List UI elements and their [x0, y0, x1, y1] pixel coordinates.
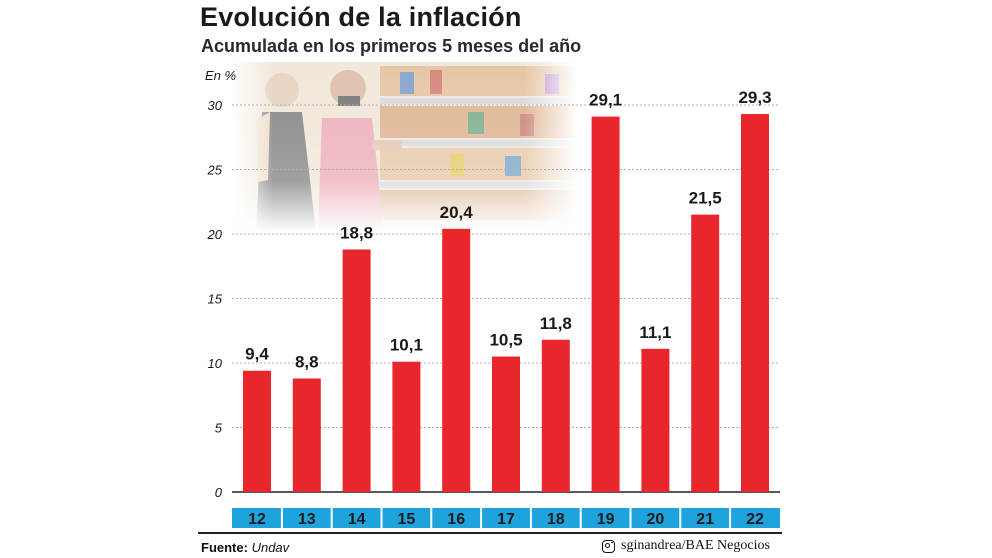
data-label-17: 10,5 [489, 331, 522, 350]
x-tick-label-22: 22 [746, 511, 764, 528]
bar-20 [641, 348, 670, 492]
x-tick-label-15: 15 [398, 511, 416, 528]
y-tick-label: 0 [215, 485, 223, 500]
y-tick-label: 5 [215, 421, 223, 436]
x-tick-label-18: 18 [547, 511, 565, 528]
x-tick-label-14: 14 [348, 511, 366, 528]
bar-21 [691, 214, 720, 492]
data-label-21: 21,5 [689, 189, 722, 208]
bar-13 [292, 378, 321, 492]
chart-title: Evolución de la inflación [200, 2, 522, 32]
x-tick-label-21: 21 [696, 511, 714, 528]
y-tick-label: 15 [208, 292, 223, 307]
source-note: Fuente: Undav [201, 540, 289, 555]
x-tick-label-17: 17 [497, 511, 515, 528]
supermarket-photo [232, 62, 577, 232]
bar-17 [492, 356, 520, 492]
y-tick-label: 30 [208, 98, 223, 113]
credit-text: sginandrea/BAE Negocios [621, 538, 770, 553]
bar-19 [591, 116, 620, 493]
bar-16 [442, 228, 471, 492]
footer-divider [198, 532, 782, 534]
data-label-14: 18,8 [340, 223, 373, 242]
bar-12 [243, 370, 271, 492]
data-label-16: 20,4 [440, 203, 474, 222]
data-label-22: 29,3 [738, 88, 771, 107]
bar-18 [541, 339, 570, 492]
y-tick-label: 10 [208, 356, 223, 371]
data-label-12: 9,4 [245, 345, 269, 364]
x-tick-label-13: 13 [298, 511, 316, 528]
bar-14 [342, 249, 371, 492]
data-label-19: 29,1 [589, 91, 622, 110]
x-tick-label-16: 16 [447, 511, 465, 528]
data-label-15: 10,1 [390, 336, 423, 355]
instagram-icon [602, 539, 615, 553]
x-tick-label-20: 20 [647, 511, 665, 528]
category-band [232, 508, 780, 528]
data-label-18: 11,8 [540, 314, 572, 333]
source-value: Undav [251, 540, 290, 555]
y-axis-label: En % [205, 68, 236, 83]
y-tick-label: 20 [207, 227, 223, 242]
chart-subtitle: Acumulada en los primeros 5 meses del añ… [201, 36, 582, 56]
source-label: Fuente: [201, 540, 248, 555]
x-tick-label-12: 12 [248, 511, 266, 528]
data-label-13: 8,8 [295, 352, 319, 371]
data-label-20: 11,1 [639, 323, 671, 342]
credit-note: sginandrea/BAE Negocios [602, 538, 770, 554]
bar-22 [741, 114, 769, 492]
y-tick-label: 25 [207, 163, 223, 178]
x-tick-label-19: 19 [597, 511, 615, 528]
bar-15 [392, 361, 421, 492]
